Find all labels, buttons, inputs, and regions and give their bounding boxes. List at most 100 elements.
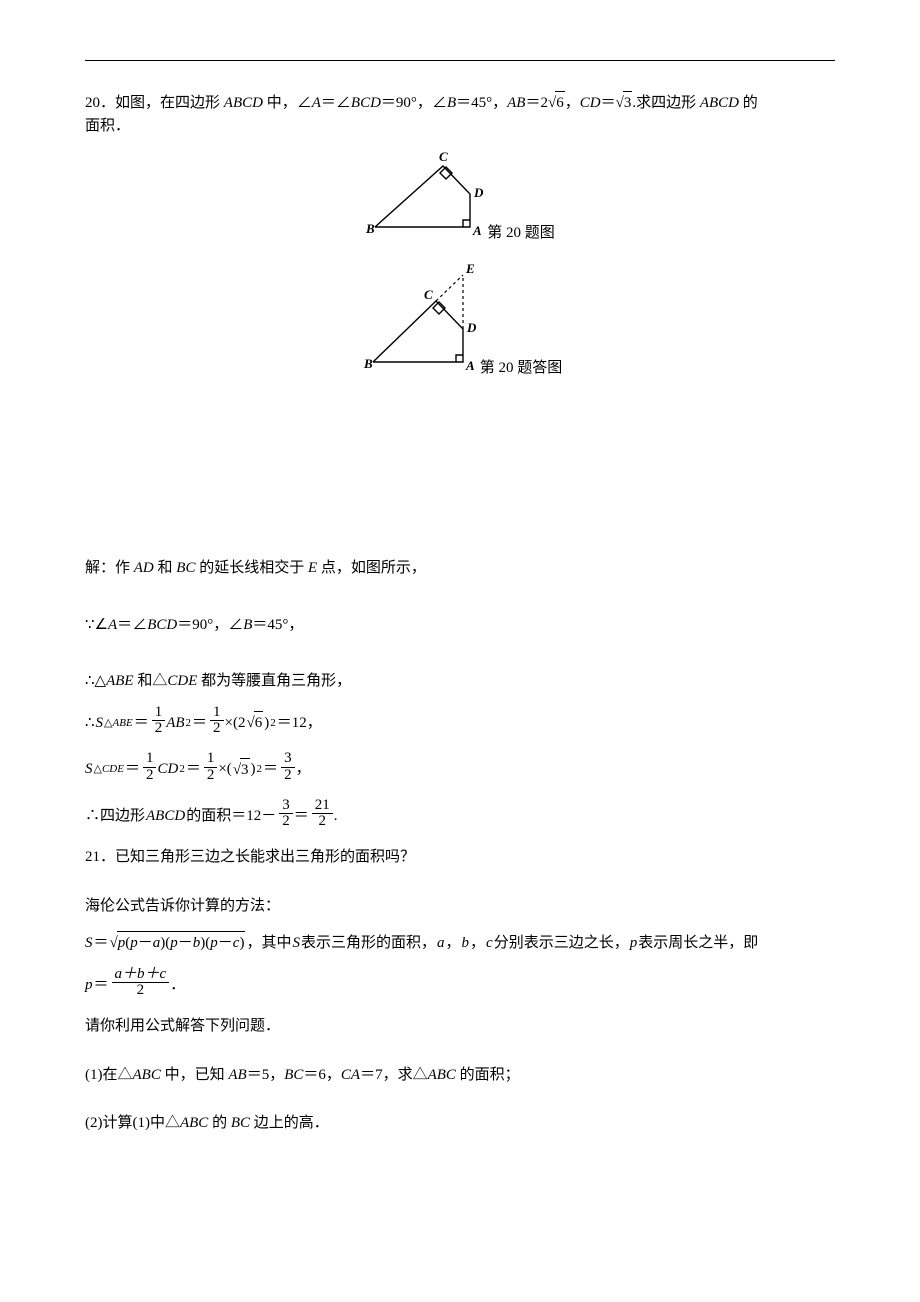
r: 3	[623, 91, 633, 115]
frac-half-2: 12	[210, 705, 224, 738]
t: 都为等腰直角三角形，	[197, 673, 351, 689]
d: 2	[281, 768, 295, 784]
t: ＝45°	[456, 95, 492, 111]
t: 中，∠	[263, 95, 312, 111]
t: 如图，在四边形	[115, 95, 224, 111]
b: B	[243, 617, 252, 633]
eq: ＝	[94, 974, 109, 997]
d: 2	[279, 814, 293, 830]
t: ABE	[113, 717, 133, 729]
frac-3-2b: 32	[279, 798, 293, 831]
t: ，	[565, 95, 580, 111]
q21-formula: S＝ p(p－a)(p－b)(p－c) ，其中 S 表示三角形的面积，a，b，c…	[85, 931, 835, 955]
e: E	[308, 560, 317, 576]
frac-half-3: 12	[143, 751, 157, 784]
d: 2	[143, 768, 157, 784]
r: 6	[254, 711, 264, 735]
t: ＝6，	[303, 1067, 341, 1083]
n: 1	[143, 751, 157, 768]
p: p	[85, 974, 93, 997]
ab: AB	[507, 95, 525, 111]
n: 1	[152, 705, 166, 722]
t: ＝2	[525, 95, 548, 111]
n: 1	[204, 751, 218, 768]
ab: AB	[166, 712, 184, 735]
abe: ABE	[106, 673, 134, 689]
p: p	[630, 932, 638, 955]
sq: 2	[179, 761, 185, 778]
r: 6	[555, 91, 565, 115]
q21-sub1: (1)在△ABC 中，已知 AB＝5，BC＝6，CA＝7，求△ABC 的面积；	[85, 1064, 835, 1087]
frac-21-2: 212	[312, 798, 333, 831]
t: 的面积；	[456, 1067, 520, 1083]
cde: CDE	[167, 673, 197, 689]
d: 2	[312, 814, 333, 830]
p: p	[210, 935, 218, 951]
t: 的面积＝12－	[186, 805, 276, 828]
q21-sub2: (2)计算(1)中△ABC 的 BC 边上的高．	[85, 1112, 835, 1135]
t: ，其中	[246, 932, 291, 955]
sub-cde: △CDE	[94, 761, 124, 778]
q21-stem: 21．已知三角形三边之长能求出三角形的面积吗？	[85, 846, 835, 869]
q20-sol-l6: ∴四边形 ABCD 的面积＝12－ 32 ＝ 212 .	[85, 800, 835, 833]
sqrt3b: 3	[233, 758, 250, 782]
t: )	[251, 758, 256, 781]
t: 点，如图所示，	[317, 560, 426, 576]
s: S	[96, 712, 104, 735]
s: S	[85, 932, 93, 955]
frac-abc-2: a＋b＋c2	[112, 967, 170, 1000]
r: 3	[240, 758, 250, 782]
q21-number: 21．	[85, 849, 115, 865]
sqrt3: 3	[616, 91, 633, 115]
spacer	[85, 1046, 835, 1056]
t: ＝12，	[277, 712, 322, 735]
t: (1)在△	[85, 1067, 133, 1083]
t: ×(	[218, 758, 231, 781]
q20-figure-1-row: B A D C 第 20 题图	[85, 149, 835, 245]
sq: 2	[186, 715, 192, 732]
t: 分别表示三边之长，	[494, 932, 629, 955]
abc: ABC	[133, 1067, 161, 1083]
svg-text:A: A	[472, 223, 482, 237]
cd: CD	[157, 758, 178, 781]
bc: BC	[284, 1067, 303, 1083]
a: A	[108, 617, 117, 633]
abcd2: ABCD	[700, 95, 739, 111]
p: p	[130, 935, 138, 951]
svg-text:D: D	[473, 185, 484, 200]
t: ＝	[321, 95, 336, 111]
t: ＝	[294, 805, 309, 828]
t: 边上的高．	[250, 1115, 329, 1131]
sq: 2	[257, 761, 263, 778]
t: 的延长线相交于	[195, 560, 308, 576]
t: 和	[154, 560, 177, 576]
d: 2	[152, 721, 166, 737]
t: ＝	[186, 758, 201, 781]
q20-sol-l4: ∴ S△ABE ＝ 12 AB2 ＝ 12 ×(26)2 ＝12，	[85, 707, 835, 740]
svg-text:E: E	[465, 261, 475, 276]
frac-3-2: 32	[281, 751, 295, 784]
t: 解：作	[85, 560, 134, 576]
abc3: ABC	[180, 1115, 208, 1131]
t: (2)计算(1)中△	[85, 1115, 180, 1131]
t: ＝	[601, 95, 616, 111]
t: 的	[739, 95, 758, 111]
q20-stem: 20．如图，在四边形 ABCD 中，∠A＝∠BCD＝90°，∠B＝45°，AB＝…	[85, 91, 835, 137]
n: 21	[312, 798, 333, 815]
sq: 2	[270, 715, 276, 732]
t: ＝	[117, 617, 132, 633]
t: ∴四边形	[85, 805, 145, 828]
t: ＝90°	[381, 95, 417, 111]
t: ．	[170, 974, 185, 997]
bc: BC	[176, 560, 195, 576]
q20-sol-l1: 解：作 AD 和 BC 的延长线相交于 E 点，如图所示，	[85, 557, 835, 580]
q20-sol-l5: S△CDE ＝ 12 CD2 ＝ 12 ×(3)2 ＝ 32 ，	[85, 753, 835, 786]
svg-text:B: B	[365, 221, 375, 236]
svg-text:D: D	[466, 320, 477, 335]
t: ∵∠	[85, 617, 108, 633]
q20-stem-line2: 面积．	[85, 115, 835, 138]
t: .	[334, 805, 338, 828]
n: a＋b＋c	[112, 967, 170, 984]
t: 中，已知	[161, 1067, 229, 1083]
frac-half-4: 12	[204, 751, 218, 784]
